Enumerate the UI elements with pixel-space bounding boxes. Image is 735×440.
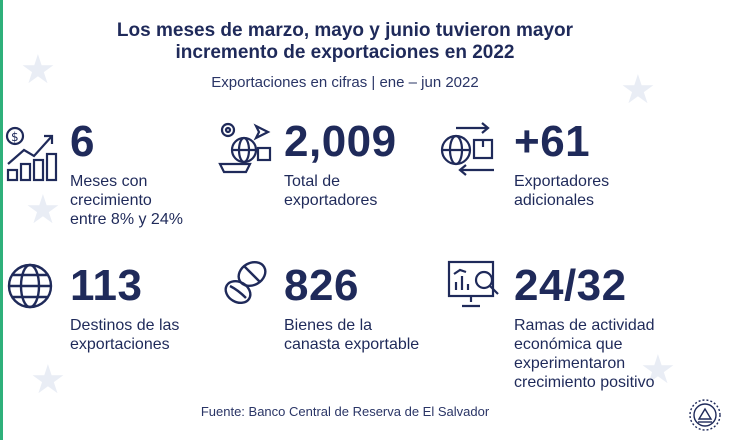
watermark-star-icon: ★ [640, 347, 676, 393]
stat-desc-line: experimentaron [514, 355, 626, 372]
stat-export-goods: 826 Bienes de la canasta exportable [284, 264, 419, 354]
el-salvador-seal-icon [688, 398, 722, 437]
coffee-beans-icon [220, 258, 272, 310]
left-accent-bar [0, 0, 3, 440]
stat-desc-line: exportadores [284, 192, 378, 209]
stat-desc-line: Ramas de actividad [514, 317, 655, 334]
stat-description: Meses con crecimiento entre 8% y 24% [70, 172, 183, 229]
stat-description: Destinos de las exportaciones [70, 316, 179, 354]
stat-description: Total de exportadores [284, 172, 397, 210]
stat-value: 24/32 [514, 261, 627, 310]
stat-desc-line: exportaciones [70, 336, 170, 353]
title-line-2: incremento de exportaciones en 2022 [175, 42, 515, 63]
global-logistics-icon [218, 120, 274, 176]
stat-desc-line: crecimiento positivo [514, 374, 655, 391]
stat-desc-line: crecimiento [70, 192, 152, 209]
watermark-star-icon: ★ [620, 67, 656, 113]
stat-desc-line: entre 8% y 24% [70, 211, 183, 228]
stat-desc-line: adicionales [514, 192, 595, 209]
stat-months-growth: 6 Meses con crecimiento entre 8% y 24% [70, 120, 183, 229]
stat-desc-line: Bienes de la [284, 317, 373, 334]
stat-desc-line: Destinos de las [70, 317, 180, 334]
stat-description: Bienes de la canasta exportable [284, 316, 419, 354]
stat-description: Ramas de actividad económica que experim… [514, 316, 655, 392]
stat-desc-line: canasta exportable [284, 336, 420, 353]
stat-desc-line: Total de [284, 173, 341, 190]
stat-value: 6 [70, 117, 95, 166]
source-note: Fuente: Banco Central de Reserva de El S… [200, 404, 490, 419]
stat-description: Exportadores adicionales [514, 172, 609, 210]
stat-desc-line: Meses con [70, 173, 148, 190]
page-subtitle: Exportaciones en cifras | ene – jun 2022 [211, 74, 479, 91]
title-line-1: Los meses de marzo, mayo y junio tuviero… [116, 20, 574, 41]
globe-icon [6, 262, 54, 310]
globe-exchange-icon [438, 120, 498, 176]
watermark-star-icon: ★ [25, 187, 61, 233]
stat-destinations: 113 Destinos de las exportaciones [70, 264, 179, 354]
stat-additional-exporters: +61 Exportadores adicionales [514, 120, 609, 210]
stat-desc-line: Exportadores [514, 173, 610, 190]
analytics-board-icon [446, 258, 502, 312]
stat-total-exporters: 2,009 Total de exportadores [284, 120, 397, 210]
svg-text:$: $ [11, 130, 19, 144]
stat-activity-branches: 24/32 Ramas de actividad económica que e… [514, 264, 655, 392]
stat-desc-line: económica que [514, 336, 623, 353]
watermark-star-icon: ★ [20, 47, 56, 93]
watermark-star-icon: ★ [30, 357, 66, 403]
stat-value: 113 [70, 261, 143, 310]
stat-value: 2,009 [284, 117, 397, 166]
stat-value: +61 [514, 117, 591, 166]
page-title: Los meses de marzo, mayo y junio tuviero… [0, 20, 690, 64]
money-growth-chart-icon: $ [4, 124, 60, 182]
stat-value: 826 [284, 261, 359, 310]
